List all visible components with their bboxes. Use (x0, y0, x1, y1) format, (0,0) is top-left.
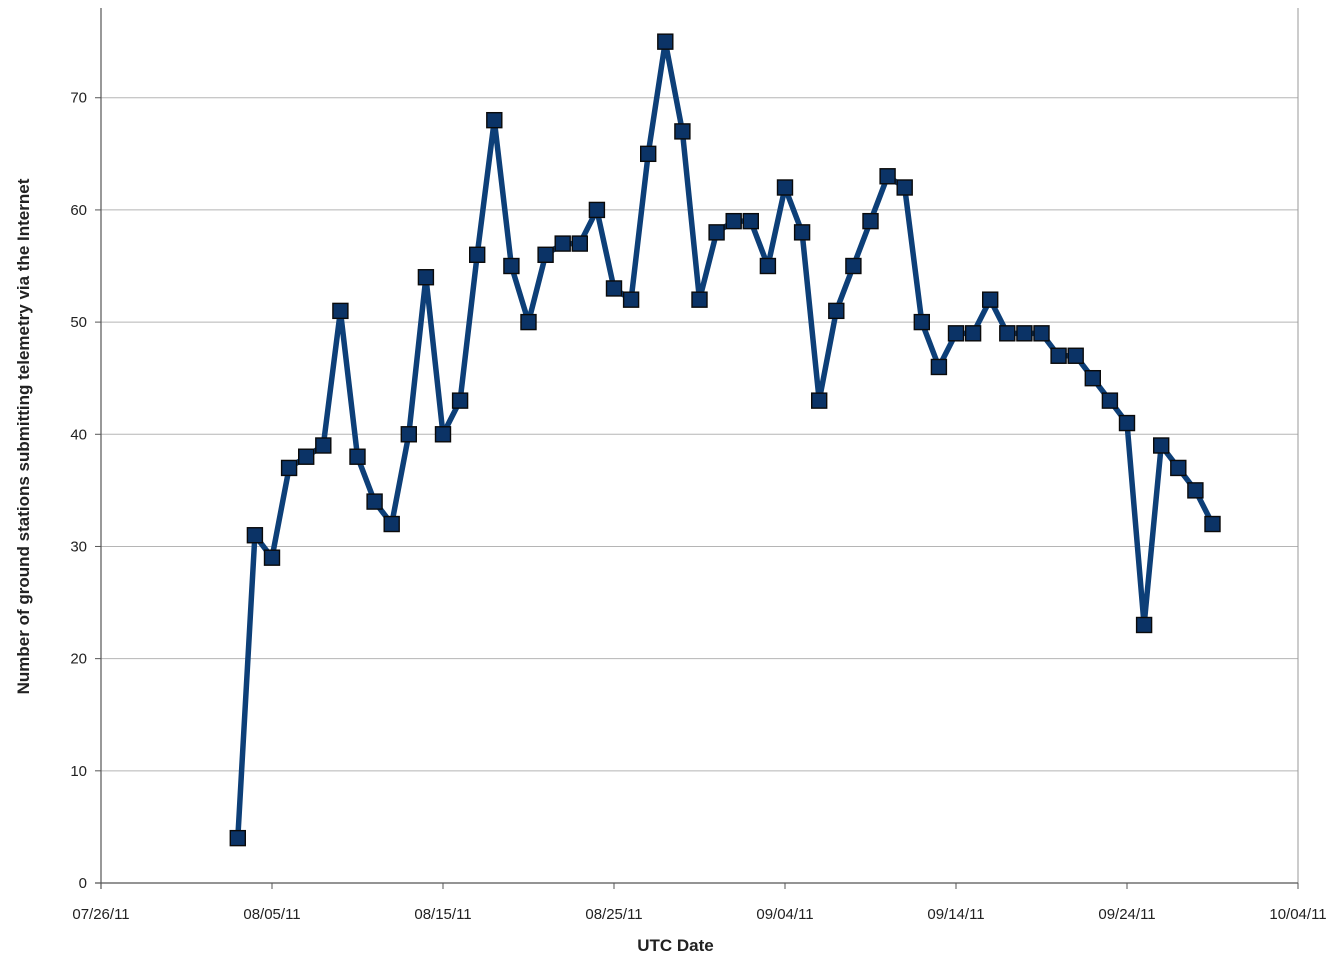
data-point (930, 358, 948, 376)
x-tick-label: 08/15/11 (414, 906, 471, 923)
y-tick-label: 0 (79, 875, 87, 892)
data-point (742, 212, 759, 230)
data-point (537, 246, 554, 263)
data-point (1152, 437, 1170, 454)
data-point (862, 212, 879, 230)
data-point (469, 246, 486, 263)
data-point (417, 269, 435, 286)
x-tick-label: 10/04/11 (1269, 906, 1326, 923)
data-point (811, 392, 828, 409)
data-point (383, 515, 400, 533)
data-point (554, 235, 571, 252)
data-point (674, 123, 691, 140)
data-point (605, 280, 623, 297)
data-point (879, 168, 896, 185)
y-axis-ticks: 0 10 20 30 40 50 60 70 (70, 90, 101, 892)
x-tick-label: 09/24/11 (1098, 906, 1155, 923)
data-point (828, 302, 845, 320)
data-point (298, 448, 315, 465)
data-point (1067, 347, 1084, 364)
y-tick-label: 20 (70, 651, 87, 668)
data-point (349, 448, 366, 465)
data-point (640, 145, 657, 163)
data-point (982, 291, 999, 308)
data-point (896, 179, 913, 196)
data-point (315, 437, 332, 454)
y-tick-label: 50 (70, 314, 87, 331)
data-point (657, 33, 674, 50)
data-point (486, 111, 503, 129)
data-point (280, 459, 298, 477)
data-point (366, 493, 383, 510)
data-point (246, 527, 264, 544)
data-point (947, 325, 965, 342)
x-tick-label: 08/25/11 (585, 906, 642, 923)
y-tick-label: 30 (70, 538, 87, 555)
y-tick-label: 70 (70, 90, 87, 107)
data-point (622, 291, 640, 308)
data-point (503, 257, 520, 275)
x-tick-label: 08/05/11 (243, 906, 300, 923)
x-tick-label: 07/26/11 (72, 906, 129, 923)
data-point (571, 235, 588, 252)
data-point (1016, 325, 1033, 342)
data-point (708, 224, 725, 241)
x-axis-title: UTC Date (637, 936, 714, 955)
series-group (229, 33, 1221, 847)
data-point (1033, 325, 1050, 342)
x-tick-label: 09/04/11 (756, 906, 813, 923)
data-point (1204, 515, 1221, 533)
data-point (520, 313, 537, 331)
data-point (451, 392, 469, 409)
y-axis-title: Number of ground stations submitting tel… (14, 178, 33, 694)
data-point (434, 426, 452, 443)
series-line (235, 38, 1216, 841)
data-point (1118, 414, 1136, 432)
data-point (332, 302, 349, 320)
data-point (1084, 369, 1102, 387)
data-point (1187, 482, 1204, 499)
data-point (1135, 616, 1153, 634)
data-point (725, 212, 742, 230)
data-point (400, 426, 417, 443)
gridlines (101, 97, 1298, 772)
x-tick-label: 09/14/11 (927, 906, 984, 923)
data-point (229, 829, 247, 847)
data-point (691, 291, 708, 308)
y-tick-label: 40 (70, 426, 87, 443)
y-tick-label: 10 (70, 763, 87, 780)
data-point (964, 325, 982, 342)
data-point (999, 325, 1016, 342)
data-point (1101, 392, 1119, 409)
x-axis-ticks: 07/26/11 08/05/11 08/15/11 08/25/11 09/04/11… (72, 883, 1327, 923)
data-point (776, 179, 794, 196)
data-point (1050, 347, 1067, 364)
data-point (588, 201, 606, 219)
y-tick-label: 60 (70, 202, 87, 219)
data-point (1170, 459, 1187, 477)
data-point (793, 224, 811, 241)
data-point (263, 549, 281, 566)
data-point (845, 257, 862, 275)
data-point (913, 313, 930, 331)
data-point (759, 257, 777, 275)
